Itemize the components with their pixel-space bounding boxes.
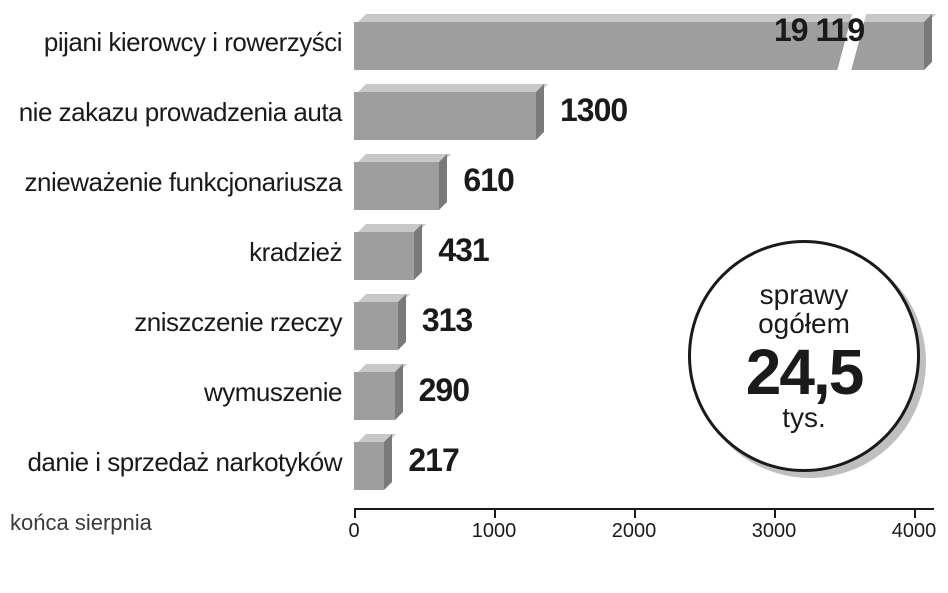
total-callout: sprawyogółem 24,5 tys.	[688, 240, 920, 472]
bar-label: znieważenie funkcjonariusza	[25, 167, 342, 198]
axis-tick	[774, 508, 776, 518]
chart-area: pijani kierowcy i rowerzyści 19 119 nie za…	[0, 0, 948, 593]
axis-tick	[354, 508, 356, 518]
bar-row: znieważenie funkcjonariusza 610	[0, 150, 948, 214]
bar-value: 610	[463, 162, 513, 199]
bar-value: 431	[438, 232, 488, 269]
axis-tick	[914, 508, 916, 518]
bar-label: danie i sprzedaż narkotyków	[27, 447, 342, 478]
bar-row: pijani kierowcy i rowerzyści 19 119	[0, 10, 948, 74]
x-axis	[354, 508, 934, 510]
bar-value: 1300	[560, 92, 627, 129]
axis-tick-label: 4000	[892, 520, 937, 543]
bar-label: zniszczenie rzeczy	[134, 307, 342, 338]
footnote-text: końca sierpnia	[10, 510, 152, 536]
callout-big-number: 24,5	[746, 340, 863, 404]
axis-tick-label: 3000	[752, 520, 797, 543]
axis-tick-label: 0	[348, 520, 359, 543]
bar-label: pijani kierowcy i rowerzyści	[44, 27, 342, 58]
axis-tick	[634, 508, 636, 518]
callout-sub-text: tys.	[782, 404, 826, 432]
axis-tick-label: 2000	[612, 520, 657, 543]
bar-value: 290	[419, 372, 469, 409]
bar-row: nie zakazu prowadzenia auta 1300	[0, 80, 948, 144]
bar-value: 19 119	[774, 12, 864, 49]
bar-label: wymuszenie	[204, 377, 342, 408]
axis-tick-label: 1000	[472, 520, 517, 543]
bar-label: nie zakazu prowadzenia auta	[19, 97, 342, 128]
bar-value: 217	[408, 442, 458, 479]
bar-label: kradzież	[249, 237, 342, 268]
callout-top-text: sprawyogółem	[758, 280, 850, 339]
axis-tick	[494, 508, 496, 518]
bar-value: 313	[422, 302, 472, 339]
